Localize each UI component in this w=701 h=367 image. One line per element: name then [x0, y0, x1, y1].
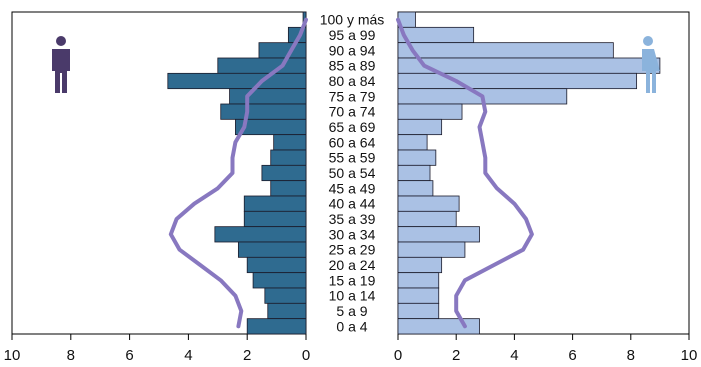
- male-bar-14: [214, 226, 307, 243]
- male-bar-6: [220, 103, 307, 120]
- age-group-label: 80 a 84: [329, 73, 376, 89]
- age-group-label: 60 a 64: [329, 134, 376, 150]
- male-bar-7: [235, 118, 307, 136]
- female-bars: [397, 11, 661, 335]
- female-bar-10: [397, 164, 431, 182]
- female-bar-9: [397, 149, 437, 166]
- female-bar-1: [397, 26, 475, 44]
- female-bar-12: [397, 195, 460, 212]
- age-group-label: 100 y más: [320, 12, 385, 28]
- female-bar-16: [397, 256, 443, 274]
- age-group-label: 85 a 89: [329, 58, 376, 74]
- female-bar-18: [397, 287, 440, 304]
- age-group-label: 90 a 94: [329, 42, 376, 58]
- male-bar-17: [252, 272, 307, 289]
- age-group-label: 5 a 9: [336, 303, 367, 319]
- male-tick-label: 2: [243, 347, 251, 364]
- female-x-axis-ticks: 0 2 4 6 8 10: [394, 334, 698, 364]
- male-tick-label: 4: [184, 347, 192, 364]
- female-person-icon: [642, 36, 660, 93]
- female-bar-14: [397, 226, 480, 243]
- age-group-label: 10 a 14: [329, 288, 376, 304]
- female-panel: 0 2 4 6 8 10: [394, 11, 698, 364]
- male-bar-8: [273, 134, 307, 151]
- female-tick-label: 10: [681, 347, 698, 364]
- age-group-label: 95 a 99: [329, 27, 376, 43]
- age-group-label: 45 a 49: [329, 180, 376, 196]
- male-bar-4: [167, 72, 307, 90]
- age-group-label: 50 a 54: [329, 165, 376, 181]
- age-group-label: 15 a 19: [329, 272, 376, 288]
- female-bar-11: [397, 180, 434, 197]
- male-x-axis-ticks: 10 8 6 4 2 0: [4, 334, 310, 364]
- male-bar-19: [267, 302, 307, 320]
- age-group-label: 25 a 29: [329, 242, 376, 258]
- female-bar-20: [397, 318, 480, 335]
- female-bar-4: [397, 72, 638, 90]
- age-group-label: 70 a 74: [329, 104, 376, 120]
- female-tick-label: 8: [627, 347, 635, 364]
- age-group-label: 20 a 24: [329, 257, 376, 273]
- male-bar-16: [246, 256, 307, 274]
- female-bar-17: [397, 272, 440, 289]
- age-group-label: 35 a 39: [329, 211, 376, 227]
- age-group-label: 40 a 44: [329, 196, 376, 212]
- female-bar-6: [397, 103, 463, 120]
- female-bar-8: [397, 134, 428, 151]
- male-tick-label: 6: [125, 347, 133, 364]
- male-person-icon: [52, 36, 70, 93]
- male-bar-18: [264, 287, 307, 304]
- female-bar-13: [397, 210, 457, 228]
- female-tick-label: 2: [452, 347, 460, 364]
- male-bar-10: [261, 164, 307, 182]
- male-tick-label: 8: [67, 347, 75, 364]
- male-bars: [167, 11, 307, 335]
- age-group-label: 30 a 34: [329, 226, 376, 242]
- male-bar-11: [270, 180, 307, 197]
- male-bar-5: [229, 88, 307, 105]
- age-group-label: 55 a 59: [329, 150, 376, 166]
- female-bar-7: [397, 118, 443, 136]
- female-bar-19: [397, 302, 440, 320]
- male-reference-line: [168, 17, 308, 329]
- male-bar-13: [243, 210, 307, 228]
- male-bar-15: [237, 241, 307, 258]
- age-group-label: 75 a 79: [329, 88, 376, 104]
- male-bar-3: [217, 57, 307, 74]
- age-group-label: 65 a 69: [329, 119, 376, 135]
- female-bar-2: [397, 42, 614, 59]
- age-group-label: 0 a 4: [336, 318, 367, 334]
- female-tick-label: 6: [568, 347, 576, 364]
- female-tick-label: 4: [510, 347, 518, 364]
- female-reference-line: [396, 17, 534, 329]
- male-tick-label: 0: [302, 347, 310, 364]
- male-bar-2: [258, 42, 307, 59]
- male-bar-20: [246, 318, 307, 335]
- male-bar-9: [270, 149, 307, 166]
- female-tick-label: 0: [394, 347, 402, 364]
- male-tick-label: 10: [4, 347, 21, 364]
- male-bar-12: [243, 195, 307, 212]
- male-panel: 10 8 6 4 2 0: [4, 11, 310, 364]
- female-bar-15: [397, 241, 466, 258]
